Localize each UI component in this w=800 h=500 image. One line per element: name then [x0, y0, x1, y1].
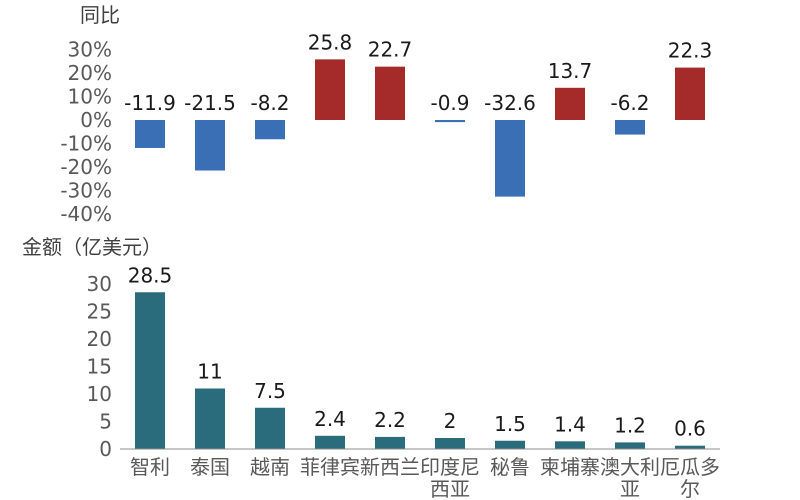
yoy-data-label: -21.5: [184, 91, 236, 115]
amount-bar: [375, 436, 405, 449]
yoy-bar: [375, 66, 405, 120]
amount-data-label: 1.5: [494, 412, 526, 436]
amount-category-label: 秘鲁: [490, 455, 530, 479]
yoy-data-label: 22.7: [368, 38, 413, 62]
yoy-bar: [675, 67, 705, 120]
amount-bar: [495, 440, 525, 449]
amount-category-label: 菲律宾: [300, 455, 360, 479]
yoy-y-tick-label: -40%: [60, 202, 112, 226]
amount-bar: [615, 442, 645, 449]
yoy-y-tick-label: 30%: [68, 38, 112, 62]
yoy-bar: [135, 120, 165, 148]
amount-data-label: 2: [444, 409, 457, 433]
amount-category-label: 新西兰: [360, 455, 420, 479]
yoy-chart-title: 同比: [80, 3, 120, 27]
yoy-data-label: -11.9: [124, 91, 176, 115]
amount-category-label: 厄瓜多尔: [660, 455, 720, 500]
yoy-bar: [195, 120, 225, 171]
amount-bar: [315, 435, 345, 449]
amount-bar: [195, 388, 225, 449]
amount-category-label: 澳大利亚: [600, 455, 660, 500]
amount-y-axis-ticks: 30 25 20 15 10 5 0: [87, 272, 112, 461]
amount-bar: [675, 445, 705, 449]
amount-category-label: 印度尼西亚: [420, 455, 480, 500]
amount-y-tick-label: 25: [87, 300, 112, 324]
amount-y-tick-label: 20: [87, 327, 112, 351]
amount-data-label: 11: [197, 360, 222, 384]
yoy-data-labels: -11.9 -21.5 -8.2 25.8 22.7 -0.9 -32.6 13.7 -6.2 2…: [124, 30, 712, 115]
yoy-data-label: -32.6: [484, 91, 536, 115]
yoy-bar-chart: 同比 30%20%10%0%-10%-20%-30%-40% -11.9 -21.…: [60, 3, 712, 226]
yoy-data-label: 22.3: [668, 39, 713, 63]
yoy-y-tick-label: -10%: [60, 132, 112, 156]
amount-category-label: 越南: [250, 455, 290, 479]
yoy-y-tick-label: -30%: [60, 179, 112, 203]
amount-data-label: 0.6: [674, 417, 706, 441]
yoy-y-tick-label: -20%: [60, 155, 112, 179]
amount-data-label: 2.2: [374, 408, 406, 432]
yoy-bar: [495, 120, 525, 197]
amount-category-label: 柬埔寨: [540, 455, 600, 479]
yoy-data-label: -0.9: [430, 91, 469, 115]
amount-y-tick-label: 0: [99, 437, 112, 461]
amount-y-tick-label: 5: [99, 410, 112, 434]
amount-category-label: 泰国: [190, 455, 230, 479]
amount-bar: [435, 438, 465, 449]
yoy-y-axis-ticks: 30%20%10%0%-10%-20%-30%-40%: [60, 38, 112, 227]
amount-bar: [555, 441, 585, 449]
amount-bar-chart: 金额（亿美元） 30 25 20 15 10 5 0 28.5 11 7.5 2.4 2.2 2 1.5…: [22, 235, 720, 500]
amount-bar: [255, 407, 285, 449]
yoy-y-tick-label: 0%: [80, 108, 112, 132]
amount-data-label: 1.4: [554, 412, 586, 436]
amount-data-labels: 28.5 11 7.5 2.4 2.2 2 1.5 1.4 1.2 0.6: [128, 263, 706, 440]
amount-category-label: 智利: [130, 455, 170, 479]
amount-data-label: 28.5: [128, 263, 173, 287]
amount-data-label: 1.2: [614, 413, 646, 437]
yoy-bar: [435, 120, 465, 123]
yoy-data-label: 13.7: [548, 59, 593, 83]
amount-data-label: 2.4: [314, 407, 346, 431]
yoy-bar: [615, 120, 645, 135]
yoy-bar: [255, 120, 285, 140]
yoy-data-label: -8.2: [250, 91, 289, 115]
yoy-bars: [135, 59, 705, 197]
yoy-data-label: -6.2: [610, 91, 649, 115]
amount-data-label: 7.5: [254, 379, 286, 403]
amount-bars: [135, 292, 705, 449]
amount-y-tick-label: 30: [87, 272, 112, 296]
yoy-y-tick-label: 10%: [68, 85, 112, 109]
amount-y-tick-label: 15: [87, 355, 112, 379]
amount-chart-title: 金额（亿美元）: [22, 235, 162, 259]
amount-bar: [135, 292, 165, 449]
yoy-y-tick-label: 20%: [68, 61, 112, 85]
yoy-data-label: 25.8: [308, 30, 353, 54]
amount-y-tick-label: 10: [87, 382, 112, 406]
yoy-bar: [555, 87, 585, 120]
yoy-bar: [315, 59, 345, 120]
